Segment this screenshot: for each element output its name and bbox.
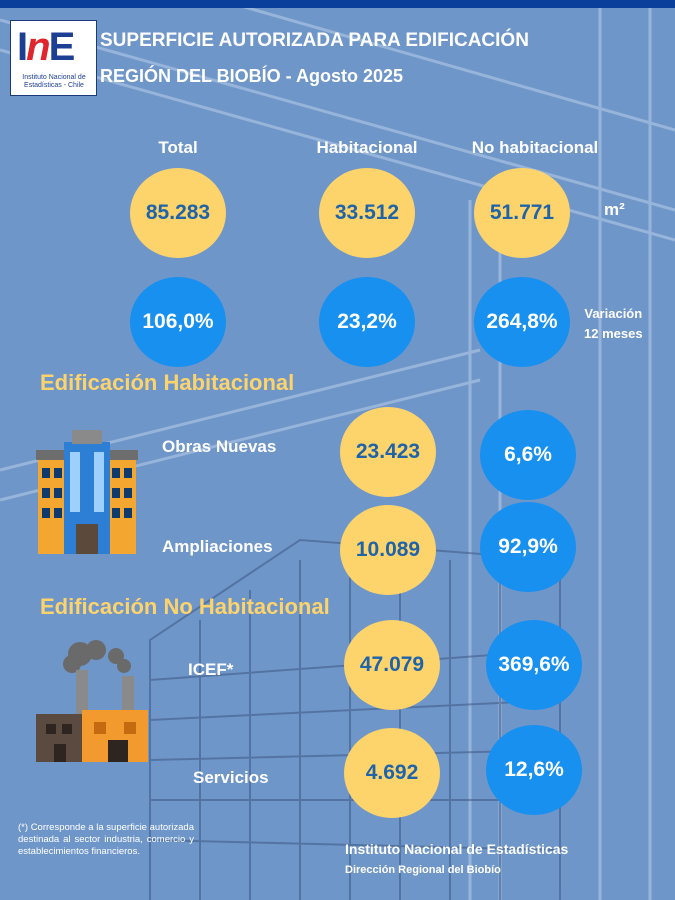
row-label-icef: ICEF*: [188, 660, 234, 679]
habitacional-variation: 23,2%: [319, 277, 415, 367]
footer-direction: Dirección Regional del Biobío: [345, 864, 501, 876]
row-label-obras-nuevas: Obras Nuevas: [162, 437, 277, 456]
total-surface: 85.283: [130, 168, 226, 258]
no-habitacional-surface: 51.771: [474, 168, 570, 258]
row-label-servicios: Servicios: [193, 768, 269, 787]
habitacional-surface: 33.512: [319, 168, 415, 258]
section-title-habitacional: Edificación Habitacional: [40, 370, 295, 395]
ampliaciones-variation: 92,9%: [480, 502, 576, 592]
obras-nuevas-variation: 6,6%: [480, 410, 576, 500]
variation-label-line2: 12 meses: [584, 326, 643, 341]
column-header-habitacional: Habitacional: [316, 138, 418, 157]
variation-label-line1: Variación: [584, 306, 643, 321]
factory-icon: [36, 640, 148, 762]
column-header-no-habitacional: No habitacional: [471, 138, 599, 157]
section-title-no-habitacional: Edificación No Habitacional: [40, 594, 330, 619]
obras-nuevas-value: 23.423: [340, 407, 436, 497]
column-header-total: Total: [158, 138, 198, 157]
ine-logo: InE Instituto Nacional de Estadísticas -…: [10, 20, 97, 96]
row-label-ampliaciones: Ampliaciones: [162, 537, 273, 556]
variation-label: Variación 12 meses: [584, 304, 643, 344]
servicios-variation: 12,6%: [486, 725, 582, 815]
icef-variation: 369,6%: [486, 620, 582, 710]
building-icon: [36, 430, 138, 554]
footer-institution: Instituto Nacional de Estadísticas: [345, 841, 569, 857]
logo-mark: InE: [17, 25, 75, 69]
top-bar: [0, 0, 675, 8]
total-variation: 106,0%: [130, 277, 226, 367]
page-title: SUPERFICIE AUTORIZADA PARA EDIFICACIÓN: [100, 30, 529, 51]
icef-value: 47.079: [344, 620, 440, 710]
unit-label: m²: [604, 200, 625, 219]
servicios-value: 4.692: [344, 728, 440, 818]
logo-text: Instituto Nacional de Estadísticas - Chi…: [22, 74, 86, 89]
ampliaciones-value: 10.089: [340, 505, 436, 595]
footnote: (*) Corresponde a la superficie autoriza…: [18, 822, 194, 857]
no-habitacional-variation: 264,8%: [474, 277, 570, 367]
page-subtitle: REGIÓN DEL BIOBÍO - Agosto 2025: [100, 66, 404, 86]
